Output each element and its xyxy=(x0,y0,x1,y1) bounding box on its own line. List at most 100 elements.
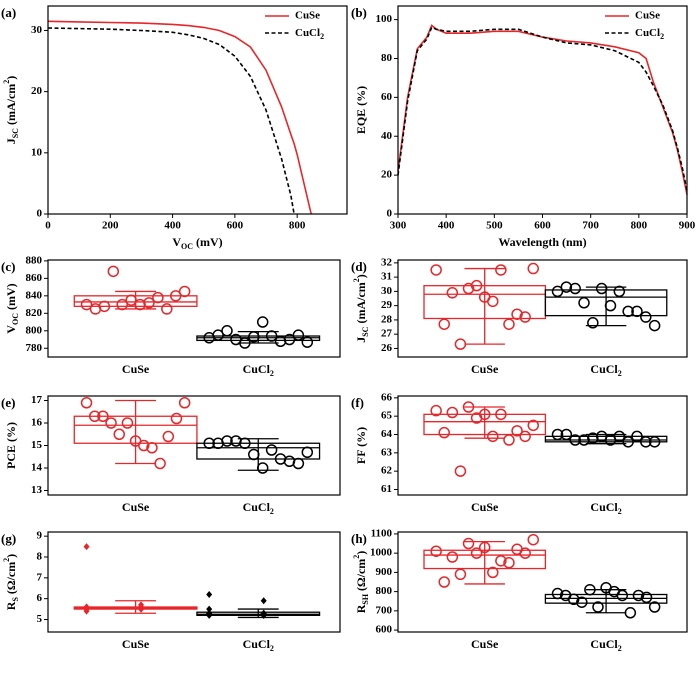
y-tick-label: 29 xyxy=(381,299,393,311)
data-point xyxy=(129,435,142,447)
y-tick-label: 30 xyxy=(381,285,393,297)
label-part: R xyxy=(4,601,18,610)
data-point xyxy=(203,437,215,449)
label-part: 2 xyxy=(352,278,361,282)
data-point xyxy=(631,430,643,443)
data-point xyxy=(438,318,450,330)
data-point xyxy=(613,430,626,443)
data-point xyxy=(569,434,581,446)
data-point xyxy=(478,408,491,421)
x-axis-label: VOC (mV) xyxy=(172,235,222,252)
x-tick-label: CuSe xyxy=(122,637,150,651)
y-tick-label: 80 xyxy=(381,52,393,64)
data-point xyxy=(206,605,213,613)
x-tick-label: 400 xyxy=(438,220,455,232)
data-point xyxy=(503,318,515,330)
label-part: ) xyxy=(354,551,368,555)
data-point xyxy=(265,330,278,342)
data-point xyxy=(578,297,590,309)
label-part: ) xyxy=(4,76,18,80)
y-tick-label: 9 xyxy=(37,530,43,542)
data-point xyxy=(640,591,653,604)
data-point xyxy=(576,596,588,608)
data-point xyxy=(239,337,251,349)
x-tick-label: 600 xyxy=(534,220,551,232)
label-part: SC xyxy=(11,128,20,138)
box xyxy=(196,442,321,460)
data-point xyxy=(527,419,540,432)
x-axis-label: Wavelength (nm) xyxy=(498,235,586,249)
x-tick-label: CuSe xyxy=(471,362,499,376)
data-point xyxy=(125,294,137,306)
data-point xyxy=(551,587,564,600)
data-point xyxy=(80,298,93,311)
data-point xyxy=(511,308,523,320)
data-point xyxy=(624,607,637,619)
data-point xyxy=(206,609,213,617)
data-point xyxy=(143,297,155,309)
label-part: (mA/cm xyxy=(4,84,18,128)
series-line xyxy=(47,27,295,215)
data-point xyxy=(248,448,260,461)
y-axis-label: RS (Ω/cm2) xyxy=(2,554,20,610)
box xyxy=(73,415,198,444)
data-point xyxy=(283,455,296,467)
data-point xyxy=(301,446,314,458)
label-part: SC xyxy=(361,326,370,336)
panel-label: (a) xyxy=(1,5,16,20)
x-tick-label: 400 xyxy=(164,220,181,232)
y-tick-label: 600 xyxy=(376,624,393,636)
y-tick-label: 66 xyxy=(381,391,393,403)
y-tick-label: 0 xyxy=(387,208,393,220)
data-point xyxy=(470,279,483,292)
y-tick-label: 20 xyxy=(31,85,43,97)
data-point xyxy=(105,417,117,429)
label-part: CuCl xyxy=(243,362,271,376)
x-tick-label: CuSe xyxy=(471,637,499,651)
label-part: 2 xyxy=(270,507,274,516)
data-point xyxy=(107,265,120,278)
y-axis-label: PCE (%) xyxy=(4,422,18,469)
data-point xyxy=(292,329,305,341)
data-point xyxy=(527,533,540,546)
data-point xyxy=(559,589,572,602)
y-tick-label: 40 xyxy=(381,130,393,142)
label-part: (mV) xyxy=(4,283,18,313)
series-line xyxy=(397,24,688,195)
data-point xyxy=(212,329,224,341)
data-point xyxy=(495,408,507,421)
x-tick-label: 800 xyxy=(289,220,306,232)
data-point xyxy=(632,589,645,602)
data-point xyxy=(616,589,629,602)
panel-label: (c) xyxy=(1,259,15,274)
data-point xyxy=(446,551,459,563)
data-point xyxy=(592,601,604,613)
panel-label: (b) xyxy=(351,5,367,20)
y-tick-label: 16 xyxy=(31,417,43,429)
data-point xyxy=(595,282,608,295)
data-point xyxy=(560,281,573,293)
y-tick-label: 10 xyxy=(31,146,43,158)
x-tick-label: 600 xyxy=(227,220,244,232)
data-point xyxy=(584,583,596,596)
data-point xyxy=(438,576,450,588)
y-tick-label: 62 xyxy=(381,465,393,477)
y-tick-label: 820 xyxy=(26,307,43,319)
x-tick-label: CuCl2 xyxy=(243,362,274,379)
y-tick-label: 27 xyxy=(381,328,393,340)
y-tick-label: 65 xyxy=(381,410,393,422)
y-tick-label: 860 xyxy=(26,272,43,284)
data-point xyxy=(640,311,652,323)
y-axis-label: EQE (%) xyxy=(354,86,368,134)
data-point xyxy=(239,437,251,449)
data-point xyxy=(80,397,93,409)
data-point xyxy=(221,435,233,447)
label-part: 2 xyxy=(2,80,11,84)
y-tick-label: 26 xyxy=(381,342,393,354)
data-point xyxy=(462,401,475,413)
data-point xyxy=(519,547,531,559)
label-part: SH xyxy=(361,593,370,604)
data-point xyxy=(438,426,450,439)
data-point xyxy=(265,444,278,456)
x-tick-label: 300 xyxy=(390,220,407,232)
